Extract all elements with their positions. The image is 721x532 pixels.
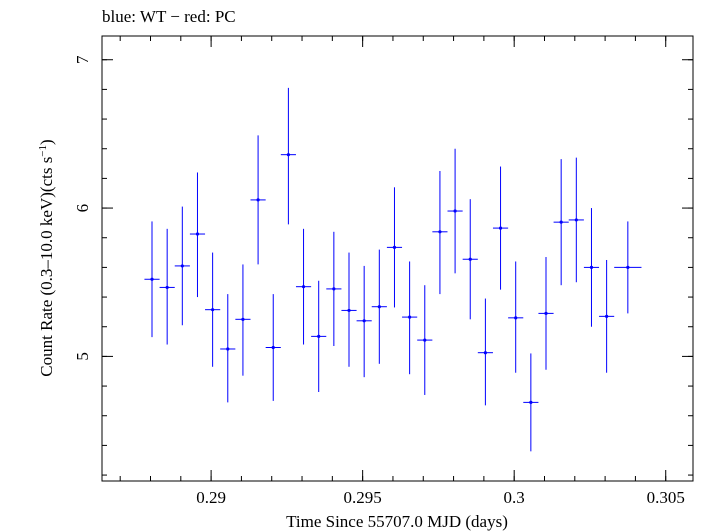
data-marker <box>408 315 412 319</box>
y-tick-labels: 5 6 7 <box>73 55 92 361</box>
data-marker <box>574 218 578 222</box>
data-point <box>553 159 569 286</box>
data-marker <box>605 314 609 318</box>
data-point <box>159 228 175 345</box>
chart-title: blue: WT − red: PC <box>102 7 236 26</box>
data-point <box>235 264 251 376</box>
data-point <box>402 261 418 375</box>
data-marker <box>241 317 245 321</box>
data-marker <box>589 265 594 269</box>
data-marker <box>498 226 503 230</box>
data-point <box>280 87 296 225</box>
data-marker <box>347 308 351 313</box>
data-marker <box>392 245 397 249</box>
data-marker <box>483 351 487 355</box>
data-point <box>326 231 342 347</box>
axis-ticks <box>102 36 693 481</box>
data-point <box>265 294 281 401</box>
data-point <box>538 257 554 370</box>
x-tick-label: 0.3 <box>504 488 525 507</box>
y-axis-label-exponent: −1 <box>37 145 49 157</box>
data-marker <box>559 220 563 224</box>
data-point <box>492 166 509 290</box>
data-point <box>189 172 206 298</box>
data-marker <box>286 153 290 157</box>
data-point <box>356 265 372 378</box>
data-marker <box>362 319 366 323</box>
y-tick-label: 6 <box>73 204 92 213</box>
data-point <box>386 187 403 308</box>
data-point <box>311 280 327 392</box>
data-marker <box>453 209 457 213</box>
data-point <box>144 221 160 338</box>
data-marker <box>529 400 533 404</box>
data-point <box>250 135 266 265</box>
x-tick-label: 0.305 <box>647 488 685 507</box>
data-point <box>174 206 190 326</box>
data-marker <box>423 338 427 342</box>
x-axis-label: Time Since 55707.0 MJD (days) <box>286 512 508 531</box>
data-marker <box>150 277 154 281</box>
data-point <box>295 228 312 345</box>
data-marker <box>226 347 230 351</box>
data-marker <box>514 316 518 320</box>
data-point <box>371 249 387 364</box>
data-point <box>447 148 463 274</box>
data-point <box>599 259 615 373</box>
data-points <box>144 87 642 452</box>
data-point <box>568 157 584 283</box>
x-tick-label: 0.295 <box>344 488 382 507</box>
data-point <box>462 199 478 320</box>
data-marker <box>256 198 260 202</box>
data-point <box>432 170 448 295</box>
data-point <box>417 285 433 395</box>
data-point <box>220 294 236 403</box>
x-tick-labels: 0.29 0.295 0.3 0.305 <box>196 488 685 507</box>
data-point <box>205 252 221 367</box>
data-marker <box>271 345 275 350</box>
data-marker <box>301 285 306 289</box>
data-marker <box>332 287 336 291</box>
y-tick-label: 7 <box>73 55 92 64</box>
x-tick-label: 0.29 <box>196 488 226 507</box>
data-marker <box>317 334 321 338</box>
data-point <box>341 252 357 367</box>
data-marker <box>180 264 184 268</box>
data-point <box>508 261 524 373</box>
data-marker <box>468 257 472 261</box>
y-axis-label-close: ) <box>37 139 56 145</box>
data-point <box>614 221 642 314</box>
data-point <box>583 208 600 327</box>
data-marker <box>165 285 169 290</box>
data-marker <box>195 232 200 236</box>
data-point <box>477 298 493 406</box>
y-tick-label: 5 <box>73 352 92 361</box>
y-axis-label: Count Rate (0.3–10.0 keV)(cts s−1) <box>37 139 56 376</box>
data-marker <box>544 311 548 315</box>
data-point <box>523 353 539 452</box>
plot-frame <box>101 35 694 482</box>
data-marker <box>377 305 381 309</box>
data-marker <box>626 265 630 269</box>
data-marker <box>438 230 442 234</box>
data-marker <box>211 308 215 312</box>
y-axis-label-main: Count Rate (0.3–10.0 keV)(cts s <box>37 157 56 377</box>
